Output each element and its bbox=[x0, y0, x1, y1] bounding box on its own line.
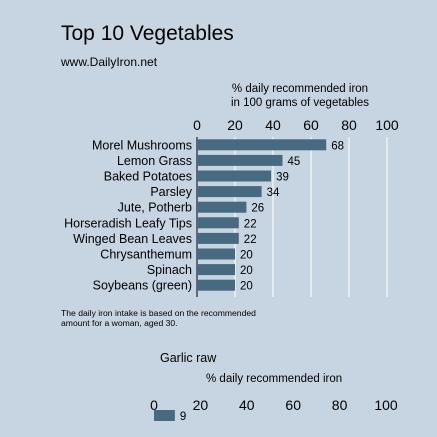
bar bbox=[197, 248, 235, 260]
bar bbox=[197, 154, 283, 166]
bar bbox=[197, 139, 327, 151]
chart-title: Top 10 Vegetables bbox=[61, 22, 234, 45]
footnote: The daily iron intake is based on the re… bbox=[61, 308, 256, 328]
x-axis-label-line-2: in 100 grams of vegetables bbox=[230, 97, 370, 109]
inset-x-tick-label: 0 bbox=[150, 397, 158, 413]
data-label: 20 bbox=[240, 250, 253, 262]
x-tick-label: 80 bbox=[341, 117, 357, 133]
inset-x-tick-label: 80 bbox=[332, 397, 348, 413]
inset-x-axis-label: % daily recommended iron bbox=[206, 373, 343, 385]
data-label: 39 bbox=[276, 172, 289, 184]
category-label: Morel Mushrooms bbox=[92, 138, 192, 152]
inset-x-tick-label: 20 bbox=[193, 397, 209, 413]
category-label: Lemon Grass bbox=[117, 154, 192, 168]
x-tick-label: 0 bbox=[193, 117, 201, 133]
bar bbox=[197, 186, 262, 198]
data-label: 45 bbox=[288, 156, 301, 168]
data-label: 22 bbox=[244, 218, 257, 230]
inset-x-tick-label: 60 bbox=[285, 397, 301, 413]
inset-data-label: 9 bbox=[180, 411, 186, 423]
data-label: 34 bbox=[267, 187, 280, 199]
category-label: Spinach bbox=[147, 263, 192, 277]
bar bbox=[197, 232, 239, 244]
data-label: 68 bbox=[331, 140, 344, 152]
x-tick-label: 100 bbox=[375, 117, 399, 133]
data-label: 20 bbox=[240, 265, 253, 277]
data-label: 26 bbox=[251, 203, 264, 215]
inset-x-tick-label: 40 bbox=[239, 397, 255, 413]
bar bbox=[197, 217, 239, 229]
category-label: Jute, Potherb bbox=[118, 201, 192, 215]
category-label: Soybeans (green) bbox=[93, 279, 192, 293]
category-label: Parsley bbox=[150, 185, 192, 199]
bar bbox=[197, 201, 247, 213]
x-tick-label: 40 bbox=[265, 117, 281, 133]
data-label: 20 bbox=[240, 281, 253, 293]
bar bbox=[197, 170, 272, 182]
x-tick-label: 60 bbox=[303, 117, 319, 133]
footnote-line-2: amount for a woman, aged 30. bbox=[61, 318, 178, 328]
category-label: Horseradish Leafy Tips bbox=[64, 216, 192, 230]
x-axis-label-line-1: % daily recommended iron bbox=[231, 83, 369, 95]
category-label: Baked Potatoes bbox=[104, 170, 192, 184]
category-label: Chrysanthemum bbox=[100, 248, 192, 262]
data-label: 22 bbox=[244, 234, 257, 246]
chart-subtitle: www.DailyIron.net bbox=[61, 55, 158, 69]
x-tick-label: 20 bbox=[227, 117, 243, 133]
category-label: Winged Bean Leaves bbox=[73, 232, 192, 246]
footnote-line-1: The daily iron intake is based on the re… bbox=[61, 308, 256, 318]
bar bbox=[197, 279, 235, 291]
inset-x-tick-label: 100 bbox=[374, 397, 398, 413]
inset-chart-title: Garlic raw bbox=[160, 351, 217, 365]
x-axis-label: % daily recommended iron in 100 grams of… bbox=[160, 82, 437, 110]
bar bbox=[197, 264, 235, 276]
inset-bar bbox=[154, 410, 175, 421]
